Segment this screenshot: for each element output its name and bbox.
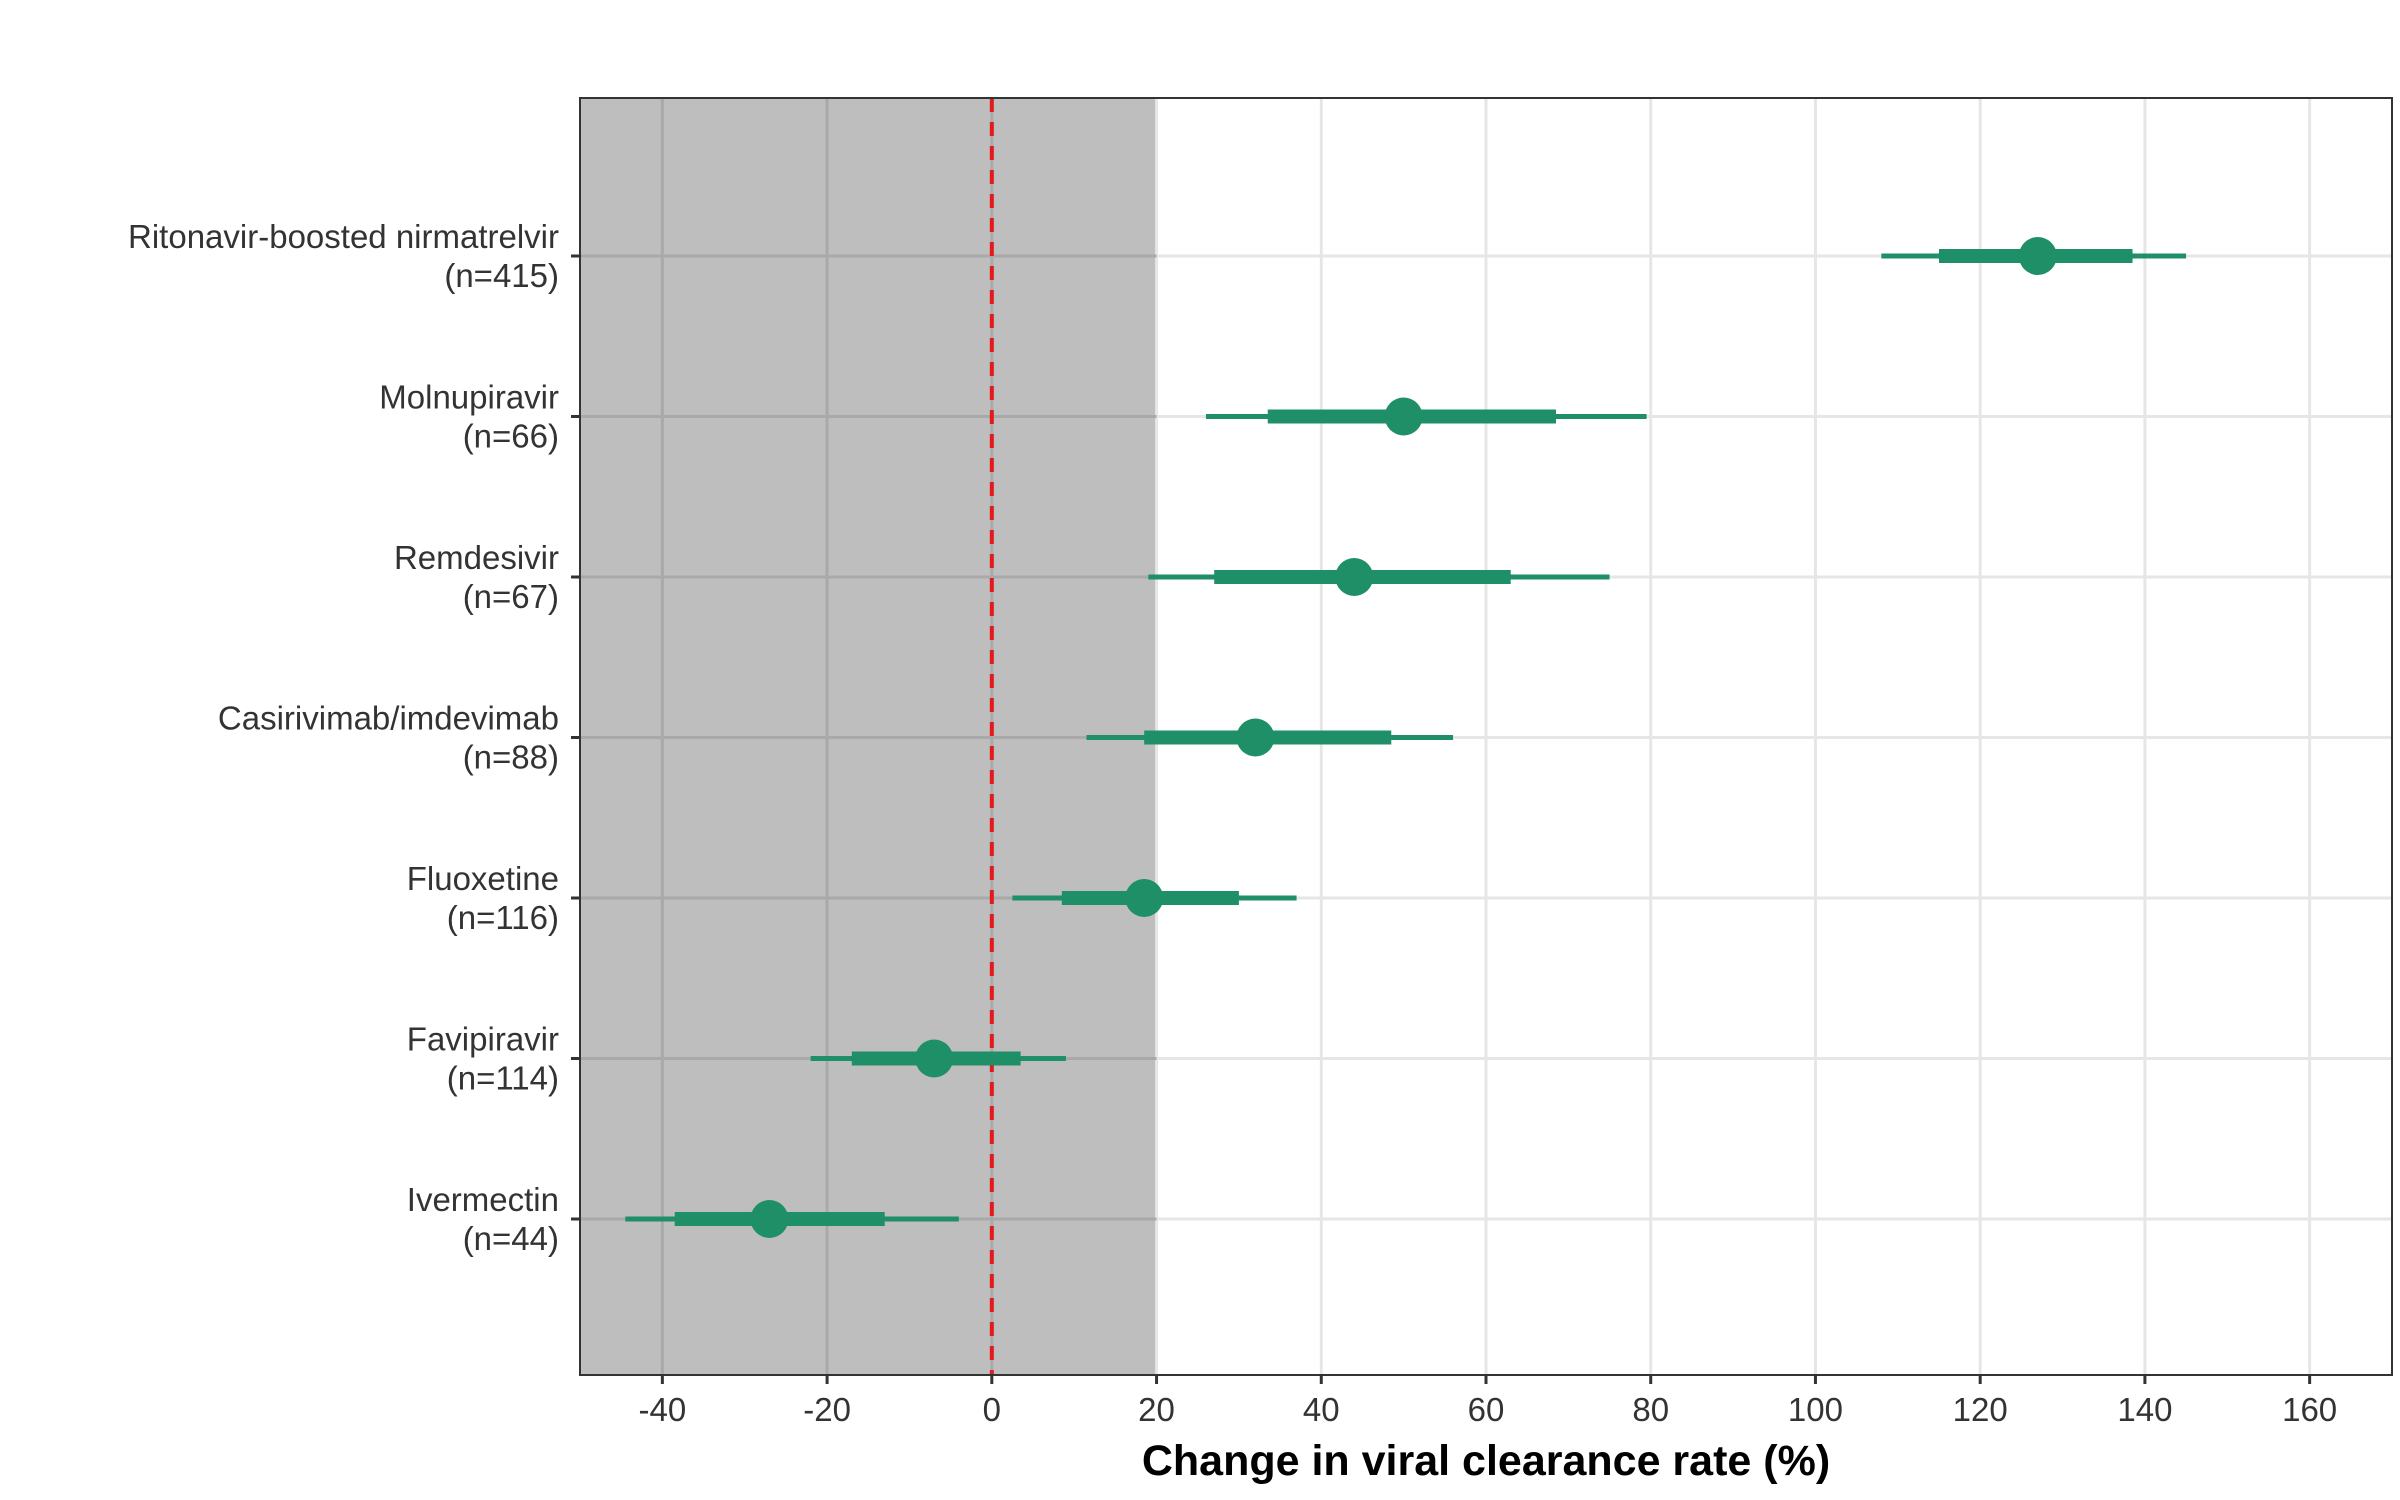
- x-tick-label: 140: [2117, 1391, 2172, 1428]
- x-tick-label: 60: [1468, 1391, 1505, 1428]
- point-estimate: [915, 1039, 954, 1078]
- x-tick-label: -20: [803, 1391, 851, 1428]
- x-tick-label: 20: [1138, 1391, 1175, 1428]
- y-tick-label-n: (n=415): [444, 257, 559, 294]
- y-tick-label-name: Molnupiravir: [379, 379, 559, 416]
- y-tick-label-name: Remdesivir: [394, 539, 559, 576]
- x-tick-label: 100: [1788, 1391, 1843, 1428]
- x-tick-label: -40: [639, 1391, 687, 1428]
- y-tick-label-n: (n=88): [463, 739, 559, 776]
- y-tick-label-n: (n=44): [463, 1220, 559, 1257]
- point-estimate: [2018, 237, 2057, 275]
- point-estimate: [1236, 718, 1275, 757]
- x-tick-label: 120: [1953, 1391, 2008, 1428]
- y-tick-label-n: (n=66): [463, 418, 559, 455]
- point-estimate: [1125, 879, 1164, 917]
- y-tick-label-name: Favipiravir: [407, 1021, 559, 1058]
- y-tick-label-n: (n=114): [447, 1060, 559, 1097]
- x-tick-label: 160: [2282, 1391, 2337, 1428]
- y-tick-label-name: Casirivimab/imdevimab: [218, 700, 559, 737]
- y-tick-label-name: Ritonavir-boosted nirmatrelvir: [128, 218, 559, 255]
- x-axis-title: Change in viral clearance rate (%): [1142, 1437, 1830, 1485]
- y-tick-label-n: (n=67): [463, 578, 559, 615]
- point-estimate: [1335, 558, 1374, 596]
- x-tick-label: 80: [1632, 1391, 1669, 1428]
- x-tick-label: 40: [1303, 1391, 1340, 1428]
- y-tick-label-name: Ivermectin: [407, 1181, 559, 1218]
- point-estimate: [750, 1200, 789, 1238]
- point-estimate: [1384, 397, 1423, 436]
- x-tick-label: 0: [983, 1391, 1001, 1428]
- y-tick-label-name: Fluoxetine: [407, 860, 559, 897]
- y-tick-label-n: (n=116): [447, 899, 559, 936]
